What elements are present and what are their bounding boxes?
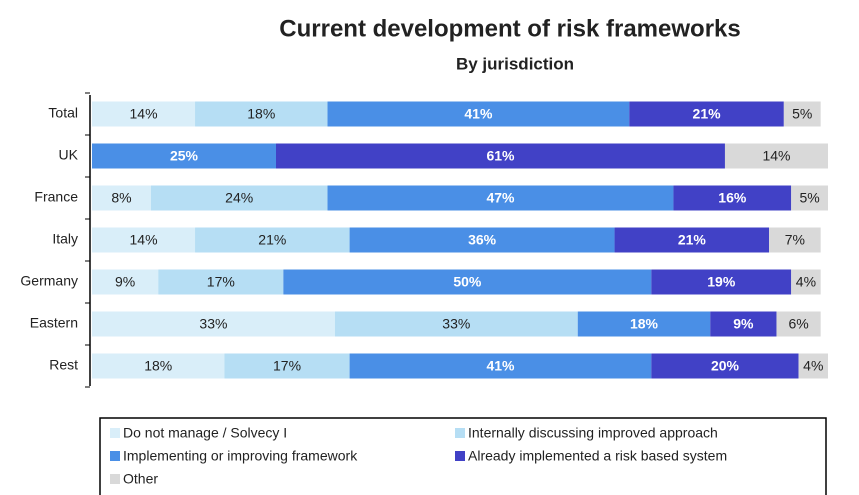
data-label: 24% [225,190,253,206]
y-tick-label: Rest [49,357,78,373]
y-tick-label: Total [48,105,78,121]
data-label: 47% [486,190,515,206]
legend-label: Internally discussing improved approach [468,425,718,441]
data-label: 18% [247,106,275,122]
bar-segment [224,353,350,379]
data-label: 16% [718,190,747,206]
data-label: 18% [144,358,172,374]
legend-label: Other [123,471,158,487]
bar-segment [798,353,828,379]
data-label: 41% [486,358,515,374]
bar-segment [710,311,777,337]
data-label: 17% [207,274,235,290]
data-label: 21% [693,106,722,122]
bar-segment [327,185,674,211]
legend-swatch [110,474,120,484]
legend-label: Do not manage / Solvecy I [123,425,287,441]
y-tick-label: Eastern [30,315,78,331]
bar-segment [577,311,711,337]
data-label: 61% [486,148,515,164]
data-label: 5% [799,190,819,206]
data-label: 41% [464,106,493,122]
y-tick-label: Germany [20,273,78,289]
data-label: 6% [788,316,808,332]
bar-segment [349,353,652,379]
y-tick-label: Italy [52,231,78,247]
bar-segment [276,143,725,169]
bar-segment [150,185,328,211]
legend-box [99,417,827,495]
data-label: 33% [442,316,470,332]
bar-segment [724,143,828,169]
bar-segment [791,269,821,295]
legend-swatch [110,451,120,461]
legend-swatch [455,451,465,461]
bar-segment [776,311,821,337]
bar-segment [195,227,350,253]
data-label: 9% [733,316,754,332]
bar-segment [92,143,276,169]
data-label: 5% [792,106,812,122]
legend-label: Implementing or improving framework [123,448,358,464]
data-label: 50% [453,274,482,290]
data-label: 20% [711,358,740,374]
bar-segment [349,227,615,253]
bar-segment [92,353,225,379]
data-label: 36% [468,232,497,248]
bar-segment [158,269,284,295]
data-label: 19% [707,274,736,290]
y-tick-label: France [34,189,78,205]
legend-swatch [455,428,465,438]
bar-segment [651,353,799,379]
data-label: 4% [796,274,816,290]
bar-segment [673,185,792,211]
data-label: 17% [273,358,301,374]
data-label: 21% [678,232,707,248]
bar-segment [783,101,821,127]
chart-title: Current development of risk frameworks [279,15,740,42]
bar-segment [327,101,630,127]
data-label: 8% [111,190,131,206]
data-label: 14% [762,148,790,164]
bar-segment [92,227,196,253]
bar-segment [92,311,335,337]
data-label: 9% [115,274,135,290]
bar-segment [769,227,821,253]
data-label: 33% [199,316,227,332]
bar-segment [791,185,828,211]
bar-segment [629,101,784,127]
bar-segment [283,269,652,295]
chart-subtitle: By jurisdiction [456,54,574,73]
legend-swatch [110,428,120,438]
data-label: 4% [803,358,823,374]
bar-segment [92,269,159,295]
bar-segment [92,101,196,127]
bar-segment [614,227,770,253]
data-label: 25% [170,148,199,164]
data-label: 14% [130,232,158,248]
legend-label: Already implemented a risk based system [468,448,727,464]
data-label: 21% [258,232,286,248]
y-tick-label: UK [59,147,79,163]
bar-segment [195,101,328,127]
data-label: 18% [630,316,659,332]
bar-segment [651,269,792,295]
data-label: 14% [130,106,158,122]
bar-segment [334,311,578,337]
bar-segment [92,185,151,211]
data-label: 7% [785,232,805,248]
